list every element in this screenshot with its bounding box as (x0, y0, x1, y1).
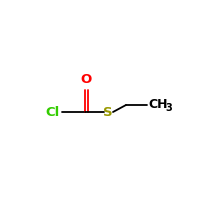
Text: S: S (103, 106, 113, 119)
Text: O: O (80, 73, 92, 86)
Text: CH: CH (148, 98, 168, 112)
Text: 3: 3 (165, 103, 172, 113)
Text: Cl: Cl (45, 106, 59, 118)
